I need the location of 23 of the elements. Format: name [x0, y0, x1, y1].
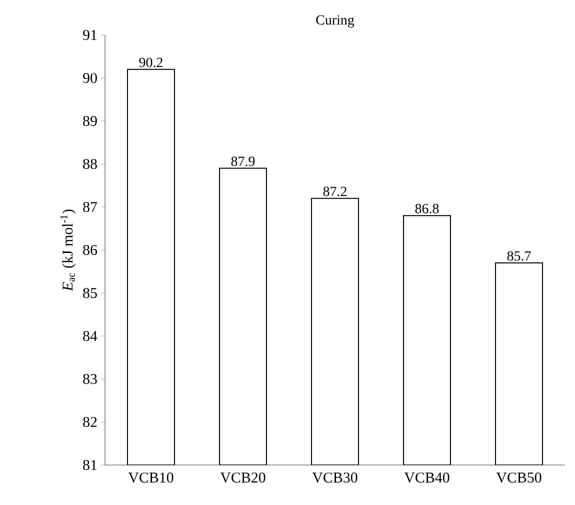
y-tick-label: 84: [83, 330, 98, 342]
y-tick-label: 83: [83, 374, 97, 384]
x-tick-label: VCB20: [220, 472, 266, 483]
data-label: 86.8: [415, 204, 439, 214]
y-axis-title: E$_{ac}$ (kJ mol$^{-1}$): [60, 210, 76, 292]
data-label: 87.2: [323, 186, 346, 196]
data-label: 85.7: [507, 251, 531, 261]
y-tick-label: 86: [83, 244, 98, 256]
chart-title: Curing: [316, 15, 354, 28]
x-tick-label: VCB50: [496, 472, 542, 483]
x-tick-label: VCB10: [128, 472, 174, 483]
y-tick-label: 81: [83, 460, 97, 470]
y-tick-label: 82: [83, 416, 97, 428]
data-label: 90.2: [139, 58, 162, 68]
data-label: 87.9: [231, 156, 255, 166]
y-tick-label: 87: [83, 202, 98, 212]
y-tick-label: 88: [83, 158, 97, 170]
x-tick-label: VCB30: [312, 472, 358, 483]
y-tick-label: 91: [83, 30, 97, 40]
x-tick-label: VCB40: [404, 472, 450, 483]
y-tick-label: 89: [83, 116, 97, 126]
y-tick-label: 90: [83, 72, 97, 84]
y-tick-label: 85: [83, 288, 97, 298]
